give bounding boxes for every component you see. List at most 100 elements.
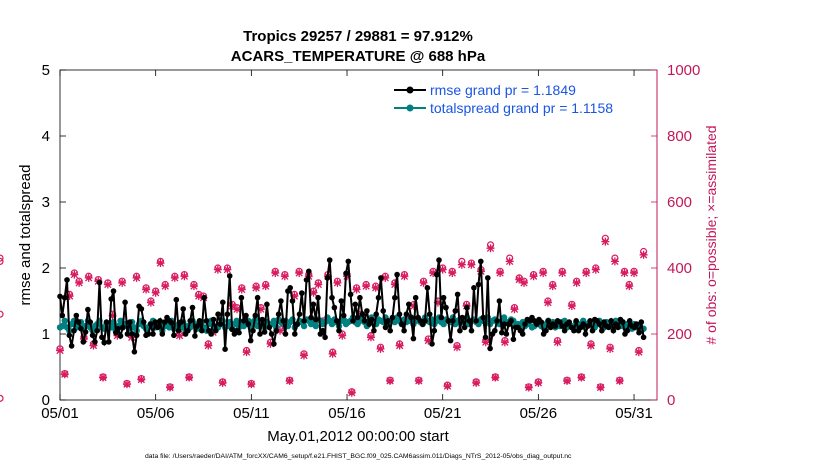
rmse-point: [403, 311, 410, 318]
rmse-point: [559, 323, 565, 329]
rmse-point: [222, 346, 228, 353]
rmse-point: [533, 321, 540, 327]
rmse-point: [487, 345, 493, 352]
rmse-point: [571, 327, 577, 334]
rmse-point: [466, 318, 473, 324]
rmse-point: [152, 319, 159, 325]
rmse-point: [331, 304, 338, 311]
rmse-point: [326, 257, 333, 263]
rmse-point: [440, 294, 447, 301]
rmse-point: [519, 331, 526, 337]
rmse-point: [412, 294, 419, 301]
rmse-point: [401, 327, 407, 334]
y-tick-label: 4: [42, 128, 50, 145]
rmse-point: [499, 329, 505, 336]
obs-assimilated-point: [314, 280, 323, 289]
spread-point: [117, 317, 124, 324]
y2-tick-label: 400: [667, 260, 692, 277]
obs-assimilated-point: [443, 382, 452, 391]
x-tick-label: 05/31: [615, 405, 653, 422]
rmse-point: [347, 291, 354, 298]
rmse-point: [217, 321, 224, 327]
rmse-point: [168, 320, 175, 326]
obs-assimilated-point: [180, 272, 189, 281]
x-tick-label: 05/06: [137, 405, 175, 422]
y2-tick-label: 0: [667, 392, 675, 409]
x-tick-label: 05/26: [520, 405, 558, 422]
obs-assimilated-point: [122, 380, 131, 389]
rmse-point: [271, 341, 277, 347]
obs-possible-point: [0, 310, 4, 318]
rmse-point: [608, 318, 614, 324]
obs-assimilated-point: [366, 333, 375, 342]
obs-assimilated-point: [409, 301, 418, 310]
rmse-point: [624, 327, 631, 334]
obs-assimilated-point: [395, 341, 404, 350]
rmse-point: [194, 323, 200, 329]
obs-assimilated-point: [548, 282, 557, 291]
rmse-point: [189, 304, 196, 311]
rmse-point: [573, 318, 579, 324]
obs-assimilated-point: [634, 348, 643, 357]
rmse-point: [287, 285, 294, 291]
rmse-point: [157, 318, 163, 324]
plot-area: [59, 69, 658, 401]
rmse-point: [61, 294, 68, 301]
y-tick-label: 2: [42, 260, 50, 277]
rmse-point: [396, 311, 403, 318]
rmse-point: [92, 339, 98, 345]
rmse-point: [473, 318, 480, 324]
obs-assimilated-point: [496, 268, 505, 277]
rmse-point: [543, 327, 549, 334]
obs-assimilated-point: [639, 250, 648, 259]
rmse-point: [545, 318, 552, 324]
rmse-point: [292, 331, 298, 337]
rmse-point: [80, 339, 87, 345]
rmse-point: [640, 334, 647, 341]
obs-assimilated-point: [601, 237, 610, 246]
rmse-point: [89, 332, 96, 339]
rmse-point: [85, 306, 91, 313]
obs-assimilated-point: [194, 292, 203, 301]
obs-assimilated-point: [481, 338, 490, 347]
obs-assimilated-point: [280, 272, 289, 281]
x-tick-label: 05/01: [41, 405, 79, 422]
obs-assimilated-point: [175, 331, 184, 340]
rmse-point: [333, 318, 340, 324]
rmse-point: [436, 257, 442, 263]
obs-assimilated-point: [582, 268, 591, 277]
rmse-point: [73, 312, 80, 319]
obs-assimilated-point: [596, 383, 605, 392]
x-tick-label: 05/16: [328, 405, 366, 422]
rmse-point: [371, 327, 377, 334]
obs-assimilated-point: [625, 282, 634, 291]
rmse-point: [378, 275, 384, 281]
rmse-point: [313, 316, 319, 323]
spread-point: [312, 322, 319, 330]
rmse-point: [475, 281, 482, 288]
obs-assimilated-point: [84, 273, 93, 282]
rmse-point: [117, 333, 124, 339]
rmse-point: [426, 311, 433, 318]
obs-assimilated-point: [381, 273, 390, 282]
obs-assimilated-point: [615, 376, 624, 385]
rmse-point: [103, 319, 110, 325]
rmse-point: [108, 296, 114, 302]
rmse-point: [580, 321, 586, 327]
rmse-point: [408, 314, 414, 321]
obs-assimilated-point: [185, 373, 194, 382]
obs-assimilated-point: [60, 370, 69, 379]
obs-possible-point: [0, 394, 4, 402]
obs-assimilated-point: [610, 257, 619, 266]
obs-assimilated-point: [333, 278, 342, 287]
rmse-point: [587, 318, 593, 324]
rmse-point: [57, 293, 63, 300]
rmse-point: [319, 327, 326, 334]
rmse-point: [422, 318, 428, 324]
obs-assimilated-point: [256, 305, 265, 314]
obs-assimilated-point: [132, 273, 141, 282]
rmse-point: [259, 316, 266, 323]
rmse-point: [357, 294, 363, 301]
rmse-point: [185, 327, 191, 334]
obs-assimilated-point: [108, 311, 117, 320]
